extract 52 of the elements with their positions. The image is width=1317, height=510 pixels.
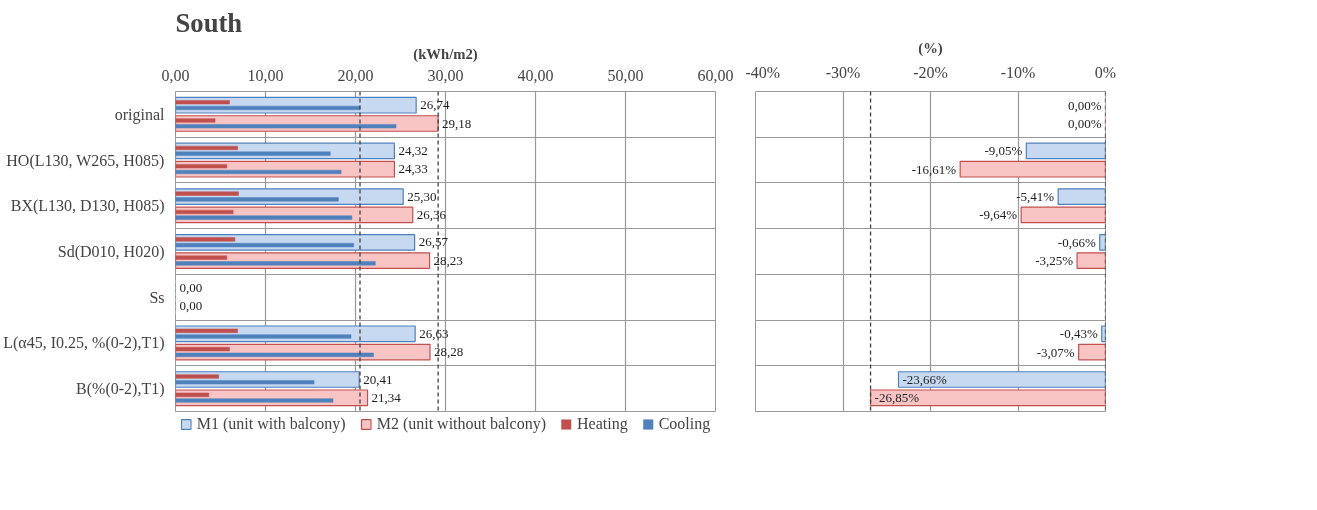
data-label: -9,64%: [979, 207, 1018, 223]
data-label: -0,66%: [1057, 234, 1096, 250]
data-label: 24,33: [398, 161, 428, 177]
data-label: 0,00: [179, 280, 203, 296]
x-tick-label: -40%: [745, 63, 781, 81]
data-label: 0,00%: [1067, 97, 1102, 113]
data-label: 0,00%: [1067, 116, 1102, 131]
x-axis-title: (kWh/m2): [413, 45, 478, 63]
x-tick-label: 40,00: [517, 66, 554, 84]
data-label: 28,23: [433, 252, 463, 268]
x-tick-label: -10%: [1000, 63, 1036, 81]
data-label: 0,00: [179, 298, 203, 314]
x-tick-label: 50,00: [607, 66, 644, 84]
y-tick-label: Ss: [149, 288, 165, 306]
data-label: 21,34: [371, 389, 402, 405]
data-label: -3,07%: [1036, 344, 1075, 360]
y-tick-label: Sd(D010, H020): [57, 243, 165, 261]
data-label: -3,25%: [1035, 253, 1074, 269]
data-label: 26,63: [419, 325, 449, 341]
data-label: 20,41: [363, 371, 393, 387]
y-tick-label: BX(L130, D130, H085): [10, 197, 165, 216]
data-label: -26,85%: [874, 390, 920, 406]
chart-title: South: [175, 7, 243, 38]
data-label: 26,36: [416, 206, 447, 222]
data-label: 29,18: [442, 115, 472, 131]
x-tick-label: 20,00: [337, 66, 374, 84]
legend-label: Cooling: [658, 415, 711, 433]
data-label: -23,66%: [902, 372, 948, 387]
legend-label: M1 (unit with balcony): [196, 415, 346, 433]
data-label: 25,30: [407, 188, 437, 204]
data-label: 24,32: [398, 142, 428, 158]
data-label: -16,61%: [911, 161, 957, 177]
x-tick-label: 10,00: [247, 66, 284, 84]
x-tick-label: 0%: [1094, 63, 1117, 81]
data-label: 26,74: [420, 97, 450, 113]
x-tick-label: 0,00: [161, 66, 190, 84]
y-tick-label: original: [114, 105, 166, 124]
x-tick-label: -30%: [825, 63, 861, 81]
y-tick-label: L(α45, I0.25, %(0-2),T1): [3, 334, 165, 353]
data-label: -9,05%: [984, 143, 1023, 159]
legend-label: M2 (unit without balcony): [376, 415, 546, 433]
x-tick-label: 60,00: [697, 66, 734, 84]
legend-label: Heating: [576, 415, 628, 433]
data-label: 26,57: [418, 234, 449, 250]
y-tick-label: HO(L130, W265, H085): [6, 151, 165, 170]
x-axis-title: (%): [918, 39, 943, 57]
data-label: 28,28: [434, 344, 464, 360]
x-tick-label: 30,00: [427, 66, 464, 84]
x-tick-label: -20%: [913, 63, 948, 81]
data-label: -0,43%: [1059, 326, 1098, 342]
data-label: -5,41%: [1016, 189, 1055, 205]
y-tick-label: B(%(0-2),T1): [76, 380, 165, 399]
